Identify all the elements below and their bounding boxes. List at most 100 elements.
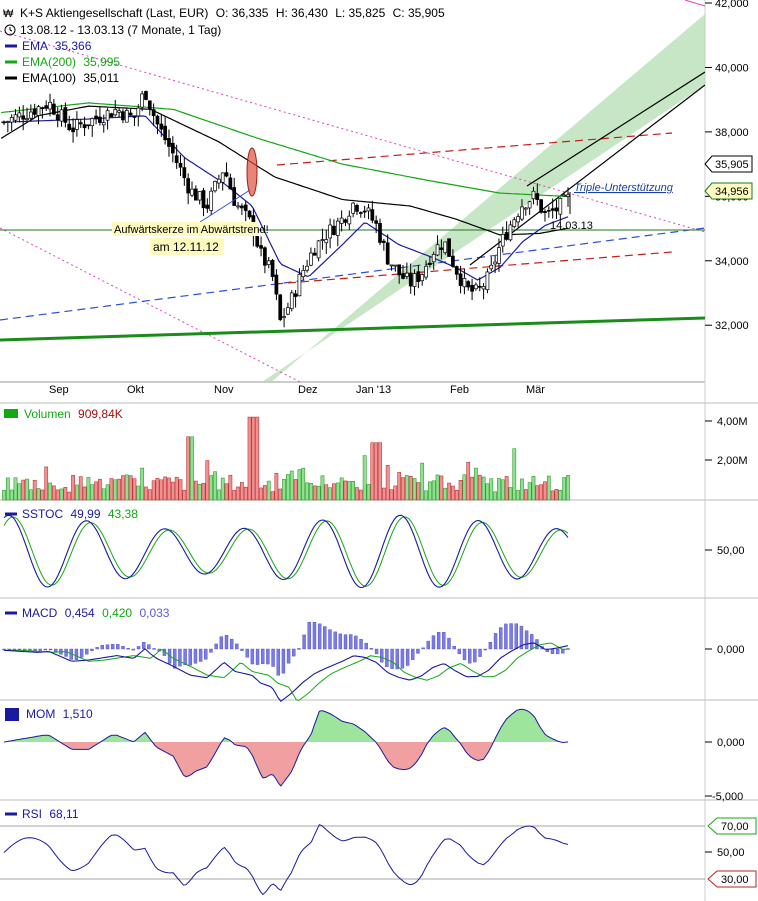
- rsi-panel: RSI 68,11 70,00 50,00 30,00: [0, 807, 757, 896]
- x-tick-label: Jan '13: [356, 384, 391, 396]
- legend-ema200-value: 35,995: [83, 55, 120, 69]
- candle-body: [366, 207, 371, 212]
- volume-bar: [320, 475, 325, 501]
- svg-text:MACD 0,454 0,420: MACD 0,454 0,420 0,033: [22, 606, 170, 620]
- macd-histogram-bar: [255, 648, 260, 665]
- macd-histogram-bar: [54, 648, 58, 653]
- macd-histogram-bar: [64, 648, 68, 657]
- volume-bar: [324, 484, 329, 501]
- volume-bar: [309, 482, 313, 501]
- rsi-label: RSI: [22, 807, 42, 821]
- candle-body: [140, 93, 144, 108]
- macd-histogram-bar: [328, 629, 332, 650]
- header: ₩ K+S Aktiengesellschaft (Last, EUR) O: …: [3, 6, 445, 85]
- volume-bar: [389, 489, 394, 501]
- candle-body: [163, 125, 167, 141]
- price-tick-label: 38,000: [715, 127, 749, 139]
- candle-body: [2, 121, 6, 124]
- macd-histogram-bar: [374, 648, 379, 655]
- volume-bar: [270, 491, 275, 501]
- volume-bar: [266, 480, 271, 501]
- trend-channel: [261, 14, 705, 382]
- macd-histogram-bar: [136, 646, 141, 650]
- candle-body: [59, 109, 64, 122]
- volume-bar: [439, 475, 444, 501]
- candle-body: [554, 207, 559, 212]
- macd-histogram-bar: [530, 634, 534, 650]
- candle-body: [312, 252, 317, 256]
- highlight-candle-marker: [246, 147, 258, 197]
- sstoc-v1: 49,99: [70, 507, 100, 521]
- candle-body: [543, 211, 547, 214]
- volume-bar: [259, 487, 263, 501]
- svg-text:SSTOC 49,99 43,38: SSTOC 49,99 43,38: [22, 507, 138, 521]
- candle-body: [55, 114, 60, 121]
- volume-bar: [424, 490, 428, 501]
- candle-body: [305, 265, 309, 271]
- support-price-badge: 34,956: [704, 182, 753, 200]
- x-tick-label: Dez: [298, 384, 318, 396]
- candle-body: [546, 209, 551, 212]
- macd-histogram-bar: [354, 635, 358, 650]
- mom-negative-area: [4, 742, 568, 786]
- candle-body: [466, 281, 471, 288]
- volume-tick: 2,00M: [717, 455, 748, 467]
- macd-histogram-bar: [198, 648, 203, 662]
- macd-histogram-bar: [524, 630, 529, 650]
- macd-histogram-bar: [266, 648, 270, 665]
- red-resistance-line: [276, 132, 673, 166]
- downtrend-line-upper: [0, 30, 705, 233]
- volume-bar: [247, 416, 252, 501]
- macd-v2: 0,420: [102, 606, 132, 620]
- candle-body: [186, 178, 191, 194]
- macd-histogram-bar: [483, 648, 487, 651]
- volume-bar: [67, 491, 72, 501]
- macd-histogram-bar: [100, 645, 105, 650]
- candle-body: [101, 122, 106, 126]
- volume-bar: [543, 481, 547, 501]
- rsi-tick: 50,00: [717, 847, 745, 859]
- candle-body: [128, 112, 133, 116]
- volume-bar: [163, 476, 167, 501]
- volume-bar: [358, 489, 363, 501]
- macd-histogram-bar: [457, 648, 462, 655]
- volume-bar: [105, 484, 110, 501]
- volume-bar: [405, 475, 409, 501]
- volume-bar: [29, 489, 33, 501]
- sstoc-v2: 43,38: [108, 507, 138, 521]
- volume-bar: [255, 416, 260, 501]
- volume-bar: [71, 475, 75, 501]
- volume-bar: [485, 483, 490, 501]
- macd-histogram-bar: [224, 635, 229, 650]
- chart-icon: ₩: [3, 8, 14, 20]
- volume-bar: [144, 486, 148, 501]
- volume-bar: [550, 490, 555, 501]
- volume-bar: [408, 476, 413, 501]
- macd-histogram-bar: [421, 647, 425, 650]
- candle-body: [477, 285, 482, 288]
- candle-note: Aufwärtskerze im Abwärtstrend!: [114, 224, 269, 236]
- volume-bar: [412, 478, 417, 501]
- candle-body: [424, 265, 428, 278]
- candle-body: [489, 264, 494, 270]
- candle-body: [462, 278, 467, 288]
- volume-bar: [420, 462, 425, 501]
- x-tick-label: Sep: [49, 384, 69, 396]
- blue-support-line: [0, 227, 705, 321]
- candle-body: [393, 264, 398, 267]
- candle-body: [439, 247, 444, 250]
- volume-bar: [397, 472, 402, 501]
- volume-bar: [435, 474, 440, 501]
- macd-histogram-bar: [390, 648, 394, 669]
- volume-bar: [224, 483, 229, 501]
- volume-bar: [178, 479, 183, 501]
- volume-bar: [82, 486, 87, 501]
- candle-body: [197, 191, 202, 201]
- volume-bar: [44, 466, 49, 501]
- candle-body: [136, 107, 141, 117]
- x-tick-label: Mär: [526, 384, 545, 396]
- legend-ema100-value: 35,011: [83, 71, 119, 85]
- candle-body: [9, 117, 14, 123]
- volume-panel: Volumen 909,84K 4,00M 2,00M: [2, 407, 748, 501]
- macd-line: [3, 642, 569, 702]
